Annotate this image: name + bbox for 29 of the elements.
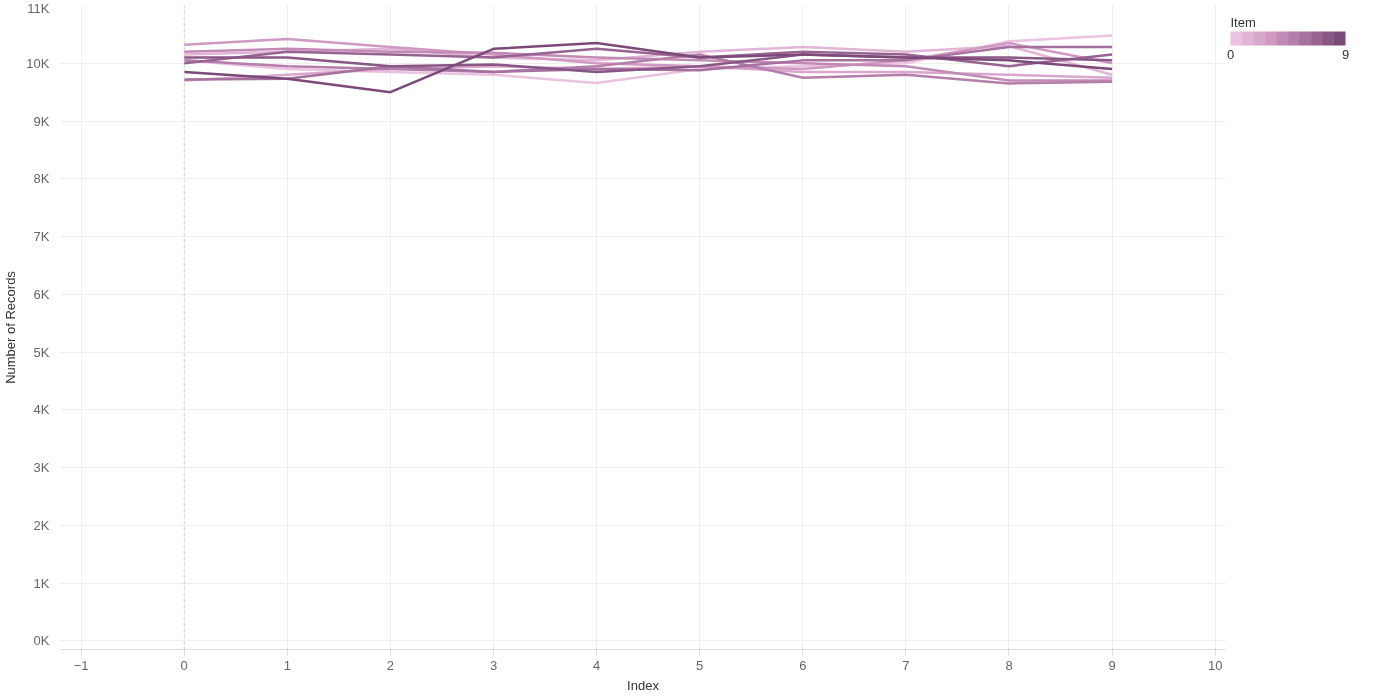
x-tick-label: 8 [1005,657,1013,673]
y-tick-label: 8K [33,171,50,187]
y-tick-label: 7K [33,229,50,245]
x-tick-label: 0 [180,657,188,673]
x-tick-label: 9 [1108,657,1116,673]
x-tick-label: 4 [592,657,601,673]
color-bar-title: Item [1230,14,1256,30]
y-tick-label: 6K [33,286,50,302]
x-tick-label: 3 [489,657,498,673]
y-tick-label: 0K [33,633,50,649]
y-tick-label: 4K [33,402,50,418]
y-tick-label: 2K [33,517,50,533]
x-tick-label: 6 [799,657,807,673]
y-tick-label: 3K [33,460,50,476]
x-tick-label: 5 [696,657,704,673]
y-tick-label: 5K [33,344,50,360]
x-tick-label: 1 [283,657,291,673]
y-tick-label: 9K [33,113,50,129]
y-tick-label: 10K [26,55,50,71]
color-bar-label: 0 [1226,46,1235,62]
y-tick-label: 1K [33,575,50,591]
x-axis-title: Index [627,677,660,693]
color-bar-label: 9 [1341,46,1350,62]
y-axis-title: Number of Records [3,270,19,384]
x-tick-label: −1 [73,657,89,673]
x-tick-label: 2 [386,657,395,673]
x-tick-label: 7 [902,657,910,673]
y-tick-label: 11K [27,0,50,16]
x-tick-label: 10 [1207,657,1223,673]
